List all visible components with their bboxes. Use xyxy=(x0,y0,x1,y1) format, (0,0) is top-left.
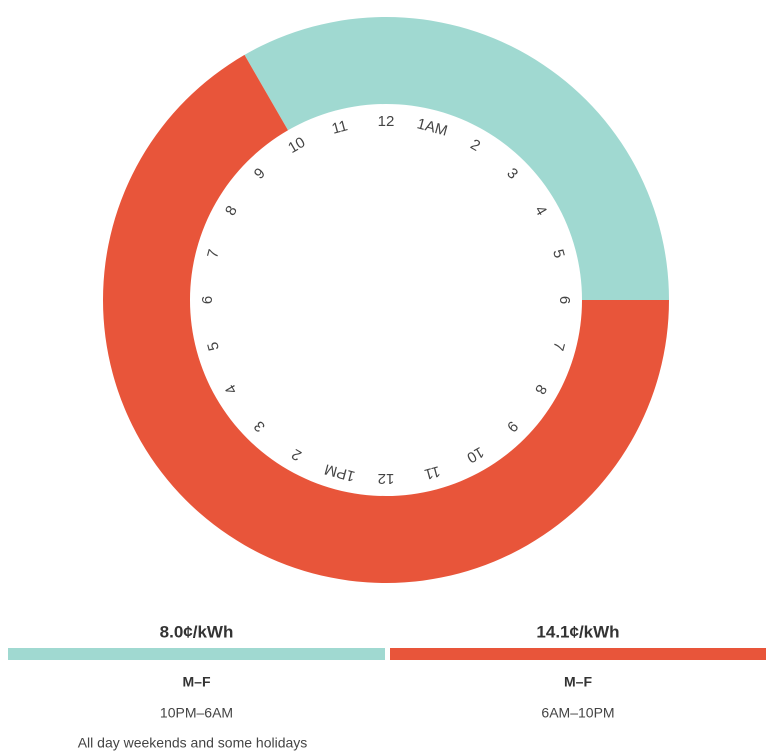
rate-price: 8.0¢/kWh xyxy=(160,622,234,641)
hour-label: 11 xyxy=(422,462,441,482)
hour-label: 6 xyxy=(199,296,216,304)
hour-label: 12 xyxy=(378,113,395,130)
hour-label: 7 xyxy=(204,248,223,260)
hour-label: 6 xyxy=(556,296,573,304)
hour-label: 3 xyxy=(503,165,521,183)
hour-label: 9 xyxy=(251,165,269,183)
rate-bar xyxy=(390,648,766,660)
rate-days: M–F xyxy=(564,674,592,690)
hour-label: 11 xyxy=(330,117,349,137)
hour-label: 9 xyxy=(503,417,521,435)
hour-label: 1AM xyxy=(415,115,449,139)
hour-label: 1PM xyxy=(323,460,357,484)
hour-label: 4 xyxy=(531,203,550,219)
hour-label: 5 xyxy=(204,340,223,352)
hour-label: 3 xyxy=(251,417,269,435)
rate-days: M–F xyxy=(183,674,211,690)
hour-label: 8 xyxy=(222,203,241,219)
hour-label: 10 xyxy=(464,443,487,466)
hour-label: 5 xyxy=(549,248,568,260)
rate-note: All day weekends and some holidays xyxy=(78,735,308,751)
rate-price: 14.1¢/kWh xyxy=(536,622,619,641)
hour-label: 10 xyxy=(285,134,308,157)
rate-hours: 6AM–10PM xyxy=(541,705,614,721)
hour-label: 12 xyxy=(378,470,395,487)
rate-bar xyxy=(8,648,385,660)
rate-segment xyxy=(244,16,669,300)
hour-label: 7 xyxy=(549,340,568,352)
hour-label: 2 xyxy=(289,445,305,464)
hour-label: 8 xyxy=(531,381,550,397)
hour-label: 2 xyxy=(467,136,483,155)
rate-hours: 10PM–6AM xyxy=(160,705,233,721)
hour-label: 4 xyxy=(222,381,241,397)
rate-segment xyxy=(103,54,669,584)
